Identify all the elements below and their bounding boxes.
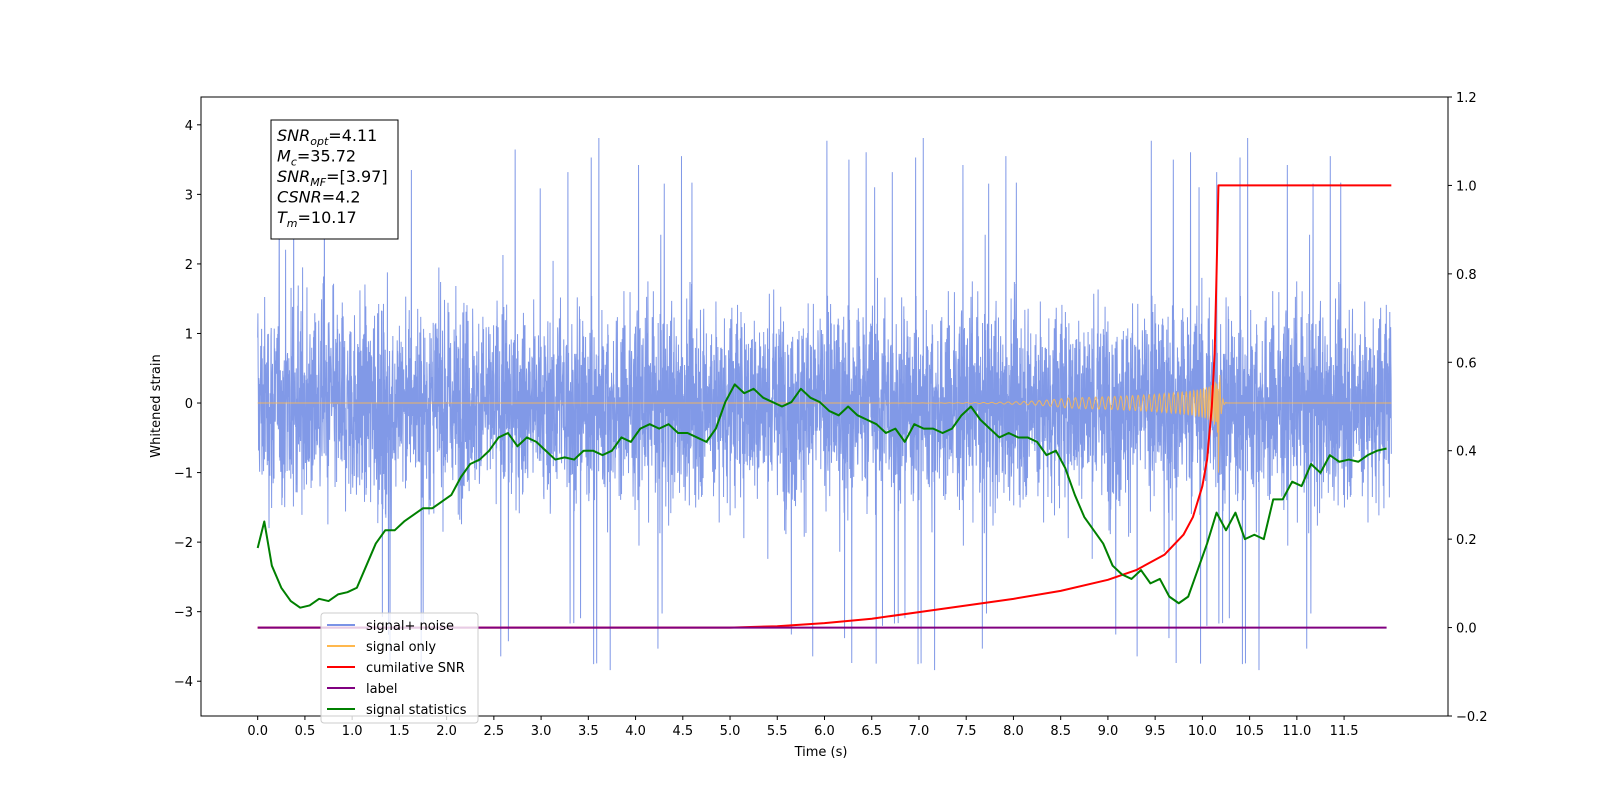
x-tick-label: 2.0: [436, 724, 457, 739]
x-tick-label: 2.5: [484, 724, 505, 739]
info-line: CSNR=4.2: [277, 188, 361, 207]
series-signal-noise: [257, 138, 1392, 671]
y-tick-label: −3: [174, 606, 193, 621]
y-tick-label: 2: [185, 258, 193, 273]
y2-tick-label: 0.0: [1456, 622, 1477, 637]
legend: signal+ noise signal only cumilative SNR la…: [320, 612, 479, 724]
legend-label: signal only: [366, 640, 436, 655]
y-tick-label: 1: [185, 327, 193, 342]
info-line: Mc=35.72: [277, 147, 356, 169]
info-box-frame: [270, 119, 399, 240]
legend-label: signal statistics: [366, 703, 467, 718]
x-tick-label: 7.5: [956, 724, 977, 739]
x-tick-label: 11.5: [1330, 724, 1359, 739]
info-line: Tm=10.17: [277, 208, 357, 230]
y2-tick-label: 1.0: [1456, 179, 1477, 194]
y2-tick-label: 0.6: [1456, 356, 1477, 371]
legend-label: label: [366, 682, 397, 697]
info-line: SNRopt=4.11: [277, 126, 377, 148]
x-tick-label: 8.0: [1003, 724, 1024, 739]
x-axis-label: Time (s): [794, 745, 848, 760]
y-tick-label: 4: [185, 119, 193, 134]
y-axis-left: 4 3 2 1 0 −1 −2 −3 −4: [174, 119, 201, 690]
x-tick-label: 9.5: [1145, 724, 1166, 739]
x-tick-label: 9.0: [1098, 724, 1119, 739]
legend-label: signal+ noise: [366, 619, 454, 634]
y2-tick-label: 0.4: [1456, 445, 1477, 460]
y-axis-right: 1.2 1.0 0.8 0.6 0.4 0.2 0.0 −0.2: [1448, 91, 1488, 725]
x-tick-label: 3.0: [531, 724, 552, 739]
y2-tick-label: 0.2: [1456, 533, 1477, 548]
x-tick-label: 7.0: [909, 724, 930, 739]
x-tick-label: 4.5: [672, 724, 693, 739]
x-tick-label: 0.5: [295, 724, 316, 739]
x-axis: 0.0 0.5 1.0 1.5 2.0 2.5 3.0 3.5 4.0 4.5 5.0 5.5 6.0 6…: [247, 716, 1359, 739]
y-tick-label: 3: [185, 188, 193, 203]
y-tick-label: 0: [185, 397, 193, 412]
legend-frame: [320, 612, 479, 724]
x-tick-label: 10.0: [1188, 724, 1217, 739]
x-tick-label: 4.0: [625, 724, 646, 739]
y2-tick-label: 1.2: [1456, 91, 1477, 106]
series-signal-only: [257, 374, 1392, 473]
x-tick-label: 11.0: [1282, 724, 1311, 739]
info-box: SNRopt=4.11Mc=35.72SNRMF=[3.97]CSNR=4.2T…: [270, 119, 399, 240]
series-signal-statistics: [256, 383, 1387, 609]
x-tick-label: 0.0: [247, 724, 268, 739]
y-axis-label: Whitened strain: [149, 354, 164, 457]
y-tick-label: −2: [174, 536, 193, 551]
x-tick-label: 5.0: [720, 724, 741, 739]
x-tick-label: 5.5: [767, 724, 788, 739]
x-tick-label: 10.5: [1235, 724, 1264, 739]
x-tick-label: 1.5: [389, 724, 410, 739]
legend-label: cumilative SNR: [366, 661, 465, 676]
y2-tick-label: 0.8: [1456, 268, 1477, 283]
y-tick-label: −1: [174, 467, 193, 482]
y2-tick-label: −0.2: [1456, 710, 1488, 725]
y-tick-label: −4: [174, 675, 193, 690]
series-cumilative-snr: [257, 184, 1392, 629]
x-tick-label: 6.0: [814, 724, 835, 739]
x-tick-label: 3.5: [578, 724, 599, 739]
info-line: SNRMF=[3.97]: [277, 167, 388, 189]
x-tick-label: 6.5: [861, 724, 882, 739]
x-tick-label: 8.5: [1050, 724, 1071, 739]
x-tick-label: 1.0: [342, 724, 363, 739]
